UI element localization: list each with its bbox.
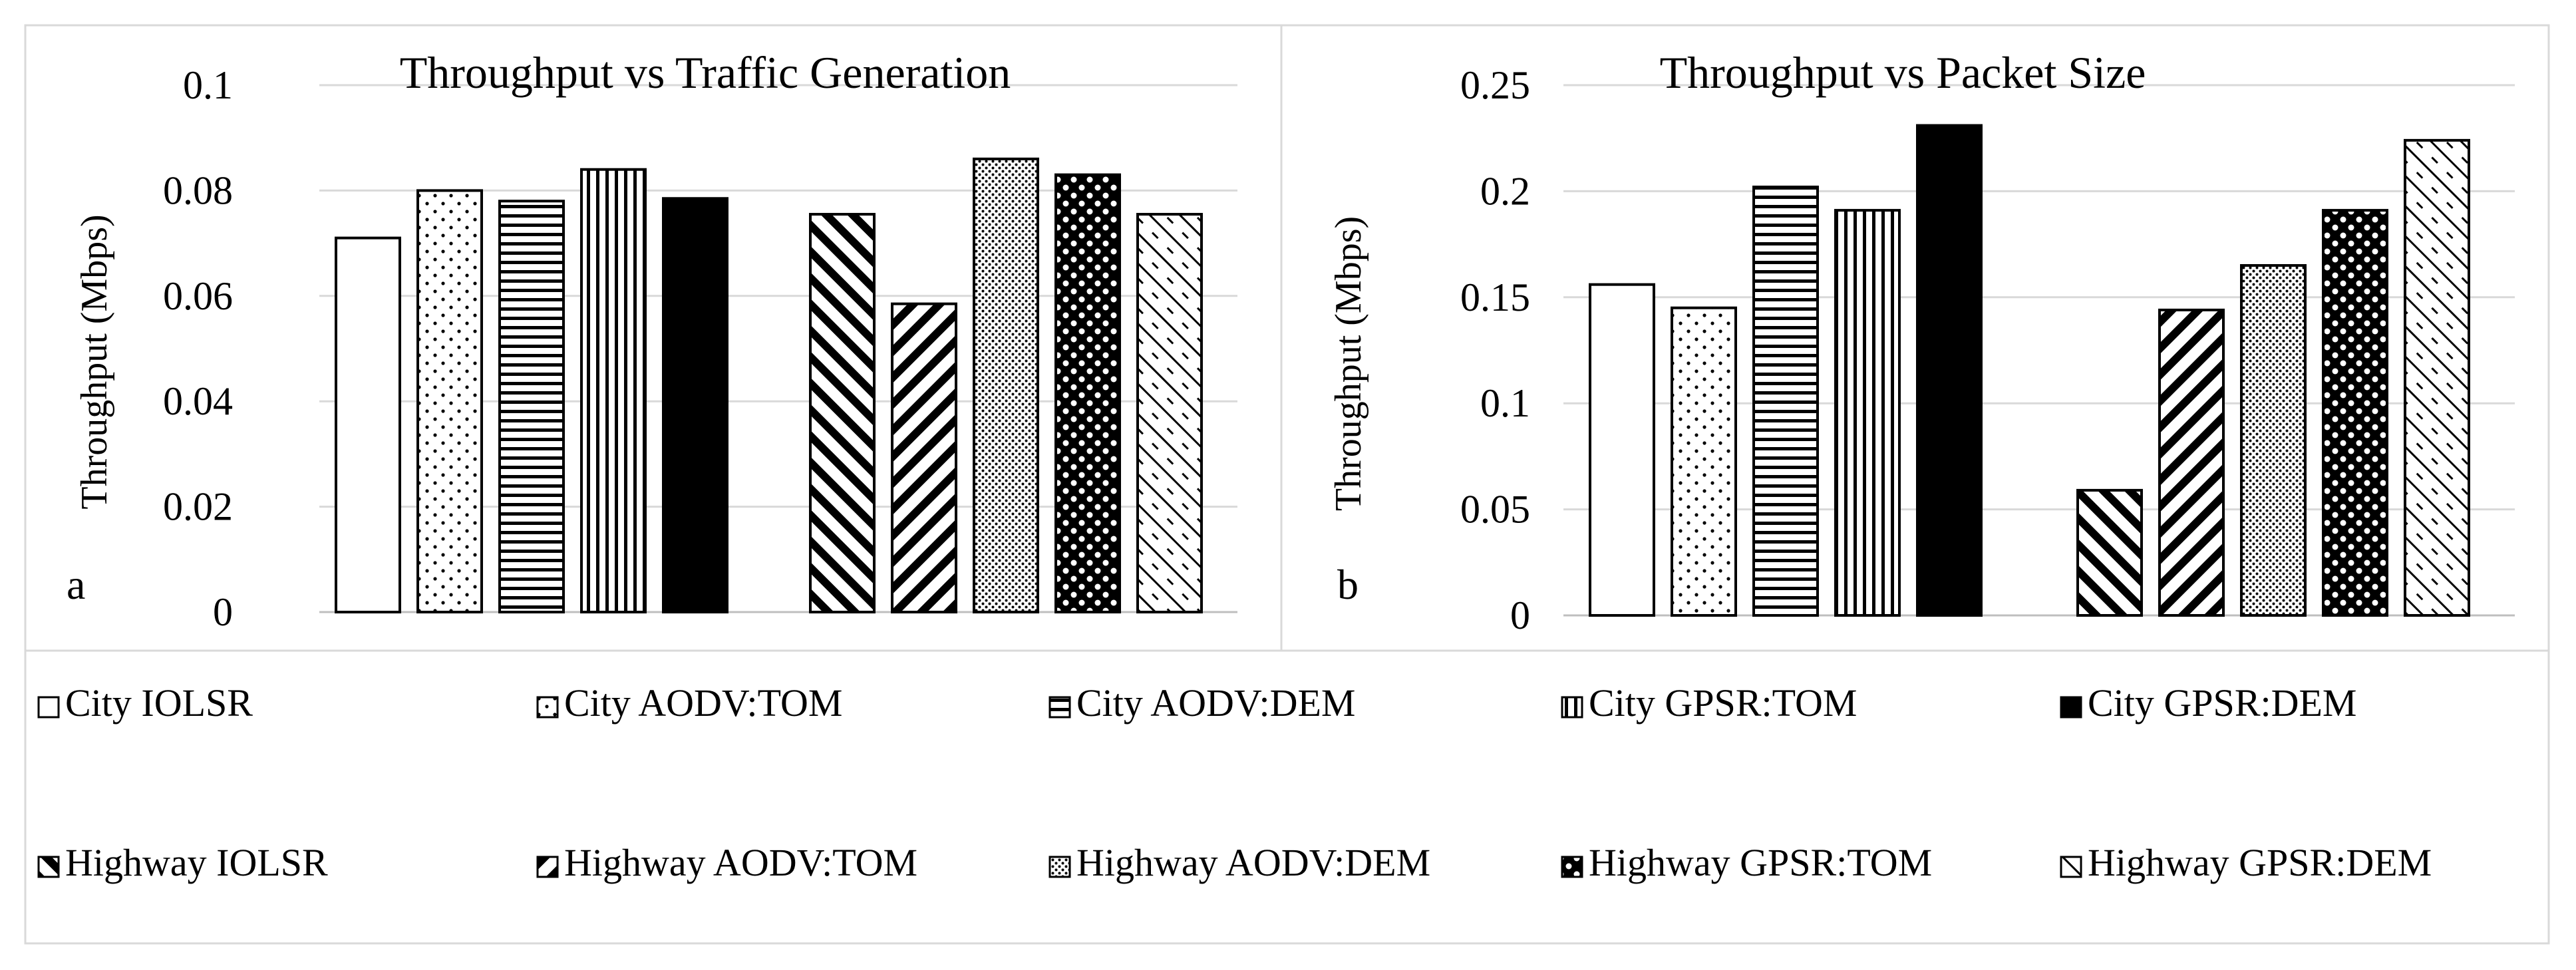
legend-item-label: City IOLSR [65,681,253,725]
y-tick-label: 0.1 [1480,381,1530,425]
bar-highway-iolsr [2076,488,2143,617]
y-tick-label: 0.15 [1460,275,1530,319]
chart-throughput-vs-traffic-generation: 0 0.02 0.04 0.06 0.08 0.1 Throughput vs Traffi… [67,47,1237,634]
bar-city-aodv-tom [416,189,483,613]
y-tick-label: 0 [1510,593,1530,637]
bar-city-aodv-dem [1752,186,1819,617]
bar-city-aodv-tom [1671,306,1737,617]
legend-swatch [1561,696,1583,719]
legend-item-label: Highway AODV:DEM [1076,841,1430,884]
y-tick-label: 0 [213,590,233,634]
bar-city-iolsr [1589,283,1655,617]
bar-highway-gpsr-tom [1054,173,1121,613]
legend-item-label: Highway GPSR:TOM [1589,841,1932,884]
bar-highway-aodv-tom [891,302,957,613]
y-tick-label: 0.1 [183,63,233,107]
bar-city-aodv-dem [498,200,565,613]
legend-item-label: City AODV:TOM [564,681,842,725]
legend-item-label: Highway IOLSR [65,841,328,884]
legend-item-label: City AODV:DEM [1076,681,1355,725]
y-tick-label: 0.04 [163,379,233,423]
bar-highway-aodv-dem [2240,263,2307,617]
bar-city-gpsr-dem [662,197,728,613]
y-tick-label: 0.08 [163,168,233,212]
legend-swatch [1048,856,1071,878]
bar-highway-iolsr [809,213,876,614]
bar-city-gpsr-tom [580,168,647,614]
legend-swatch [536,696,559,719]
legend-swatch [37,856,60,878]
legend: City IOLSR City AODV:TOM City AODV:DEM City… [37,681,2432,884]
y-tick-label: 0.25 [1460,63,1530,107]
bar-highway-gpsr-tom [2322,209,2388,617]
y-tick-label: 0.05 [1460,488,1530,532]
legend-frame [24,649,2550,945]
legend-item-label: City GPSR:TOM [1589,681,1857,725]
bar-highway-gpsr-dem [1136,213,1203,614]
y-tick-label: 0.02 [163,485,233,529]
panel-label: a [67,561,85,608]
y-axis-label: Throughput (Mbps) [74,214,115,509]
y-tick-label: 0.06 [163,274,233,318]
y-axis-label: Throughput (Mbps) [1328,216,1369,511]
legend-swatch [2060,856,2082,878]
bar-highway-aodv-dem [973,157,1039,613]
panel-label: b [1337,561,1359,608]
legend-item-label: City GPSR:DEM [2088,681,2357,725]
legend-swatch [2060,696,2082,719]
legend-swatch [1048,696,1071,719]
bar-city-gpsr-dem [1916,124,1983,617]
chart-title: Throughput vs Traffic Generation [400,47,1011,98]
bar-highway-aodv-tom [2158,308,2225,617]
legend-item-label: Highway GPSR:DEM [2088,841,2432,884]
legend-swatch [1561,856,1583,878]
legend-swatch [536,856,559,878]
bar-city-gpsr-tom [1834,209,1901,617]
legend-swatch [37,696,60,719]
legend-item-label: Highway AODV:TOM [564,841,917,884]
chart-throughput-vs-packet-size: 0 0.05 0.1 0.15 0.2 0.25 Throughput vs Packet … [1328,47,2515,637]
chart-title: Throughput vs Packet Size [1660,47,2146,98]
y-tick-label: 0.2 [1480,169,1530,213]
bar-city-iolsr [335,236,401,613]
bar-highway-gpsr-dem [2404,138,2470,617]
